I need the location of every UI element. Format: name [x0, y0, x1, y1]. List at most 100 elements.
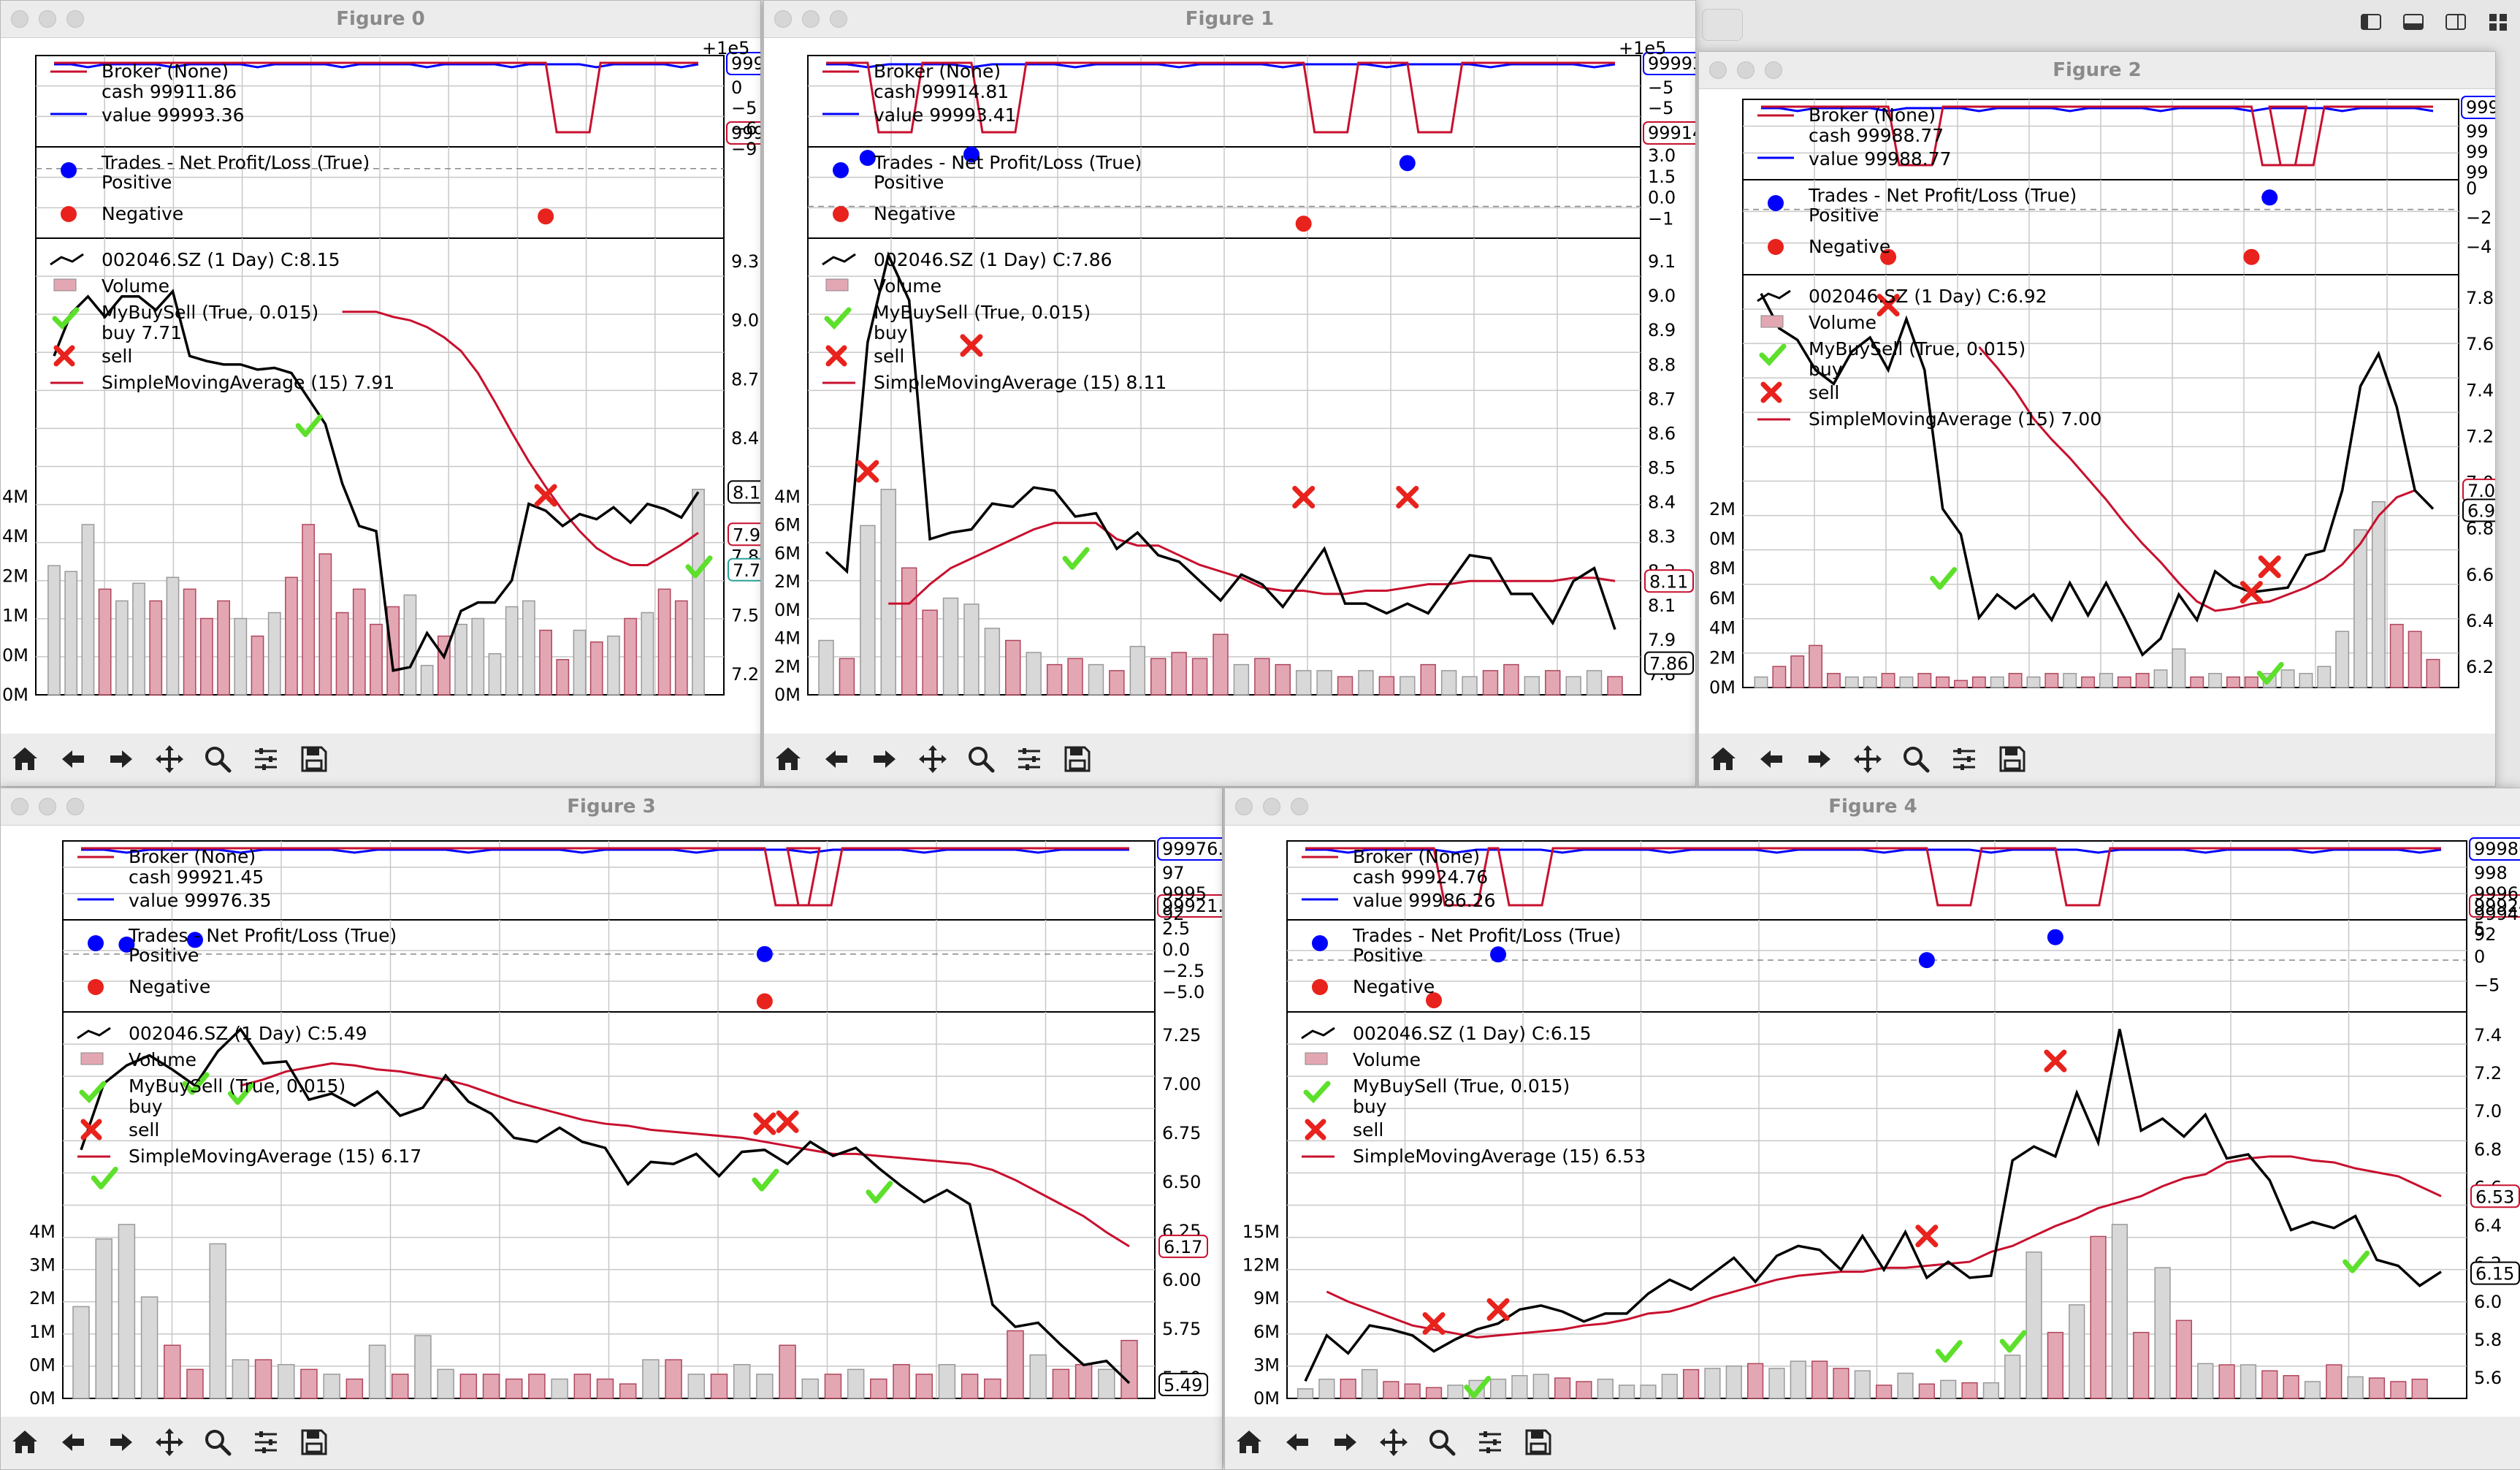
sma-label: SimpleMovingAverage (15) 7.00 [1809, 408, 2101, 430]
figure-window-2[interactable]: Figure 2 Broker (None) cash 99988.77 value… [1698, 51, 2496, 787]
figure-window-3[interactable]: Figure 3 Broker (None) cash 99921.45 value… [0, 788, 1223, 1470]
title-bar[interactable]: Figure 1 [764, 1, 1695, 38]
volume-bar [1576, 1381, 1592, 1399]
forward-icon[interactable] [104, 742, 138, 776]
minimize-button[interactable] [39, 798, 56, 815]
trades-label: Trades - Net Profit/Loss (True) [1808, 185, 2077, 206]
zoom-icon[interactable] [1899, 742, 1933, 776]
save-icon[interactable] [1996, 742, 2029, 776]
figure-window-1[interactable]: Figure 1 Broker (None) cash 99914.81 value… [763, 0, 1696, 787]
minimize-button[interactable] [1737, 61, 1755, 79]
title-bar[interactable]: Figure 2 [1699, 52, 2495, 89]
volume-bar [345, 1378, 364, 1399]
volume-bar [414, 1335, 432, 1399]
forward-icon[interactable] [868, 742, 901, 776]
close-button[interactable] [1709, 61, 1727, 79]
background-tab[interactable] [1702, 9, 1743, 41]
zoom-window-button[interactable] [1291, 798, 1308, 815]
home-icon[interactable] [1232, 1425, 1266, 1459]
zoom-window-button[interactable] [66, 798, 84, 815]
buy-label: buy [129, 1096, 163, 1117]
pan-icon[interactable] [153, 742, 186, 776]
volume-bar [1982, 1382, 1999, 1399]
zoom-window-button[interactable] [830, 10, 847, 28]
volume-bar [2226, 676, 2240, 688]
sidebar-right-icon[interactable] [2444, 10, 2467, 34]
home-icon[interactable] [771, 742, 805, 776]
pan-icon[interactable] [153, 1425, 186, 1459]
trades-tick: −2.5 [1162, 961, 1204, 981]
broker-label: Broker (None) [1809, 104, 1936, 126]
zoom-icon[interactable] [201, 742, 234, 776]
volume-tick: 2M [2, 565, 28, 586]
back-icon[interactable] [56, 742, 90, 776]
price-label: 002046.SZ (1 Day) C:6.15 [1353, 1023, 1592, 1044]
close-button[interactable] [11, 798, 28, 815]
save-icon[interactable] [297, 1425, 331, 1459]
grid-icon[interactable] [2486, 10, 2510, 34]
sidebar-left-icon[interactable] [2359, 10, 2383, 34]
broker-tick: 92 [1162, 904, 1185, 924]
figure-window-0[interactable]: Figure 0 Broker (None) cash 99911.86 value… [0, 0, 761, 787]
configure-icon[interactable] [249, 1425, 283, 1459]
save-icon[interactable] [1061, 742, 1094, 776]
title-bar[interactable]: Figure 4 [1225, 788, 2520, 826]
trades-tick: 1.5 [1648, 167, 1676, 187]
plot-canvas[interactable]: Broker (None) cash 99914.81 value 99993.41… [764, 37, 1695, 734]
volume-bar [140, 1296, 159, 1399]
close-button[interactable] [774, 10, 792, 28]
volume-tick: 15M [1242, 1222, 1280, 1242]
forward-icon[interactable] [1803, 742, 1836, 776]
back-icon[interactable] [56, 1425, 90, 1459]
forward-icon[interactable] [1329, 1425, 1362, 1459]
zoom-icon[interactable] [964, 742, 998, 776]
plot-canvas[interactable]: Broker (None) cash 99924.76 value 99986.26… [1225, 825, 2520, 1417]
close-button[interactable] [1235, 798, 1253, 815]
cash-tag-box [1643, 121, 1695, 145]
home-icon[interactable] [8, 742, 42, 776]
save-icon[interactable] [297, 742, 331, 776]
title-bar[interactable]: Figure 0 [1, 1, 760, 38]
panel-bottom-icon[interactable] [2402, 10, 2425, 34]
save-icon[interactable] [1521, 1425, 1555, 1459]
title-bar[interactable]: Figure 3 [1, 788, 1222, 826]
broker-label: Broker (None) [102, 61, 229, 82]
pan-icon[interactable] [916, 742, 950, 776]
volume-bar [733, 1363, 751, 1399]
forward-icon[interactable] [104, 1425, 138, 1459]
volume-tick: 2M [774, 656, 801, 677]
sell-marker [1876, 294, 1900, 317]
zoom-window-button[interactable] [66, 10, 84, 28]
plot-canvas[interactable]: Broker (None) cash 99988.77 value 99988.77… [1699, 88, 2495, 734]
plot-canvas[interactable]: Broker (None) cash 99911.86 value 99993.36… [1, 37, 760, 734]
price-tick: 7.9 [1648, 630, 1676, 650]
close-button[interactable] [11, 10, 28, 28]
volume-bar [2090, 1235, 2107, 1399]
back-icon[interactable] [1280, 1425, 1314, 1459]
zoom-icon[interactable] [1425, 1425, 1459, 1459]
value-line [54, 63, 699, 69]
cash-tag: 99924.76 [2474, 896, 2520, 916]
volume-bar [2111, 1224, 2128, 1399]
minimize-button[interactable] [39, 10, 56, 28]
pan-icon[interactable] [1851, 742, 1885, 776]
home-icon[interactable] [8, 1425, 42, 1459]
configure-icon[interactable] [1473, 1425, 1507, 1459]
pan-icon[interactable] [1377, 1425, 1410, 1459]
back-icon[interactable] [1755, 742, 1788, 776]
minimize-button[interactable] [802, 10, 820, 28]
configure-icon[interactable] [1012, 742, 1046, 776]
configure-icon[interactable] [1947, 742, 1981, 776]
configure-icon[interactable] [249, 742, 283, 776]
zoom-icon[interactable] [201, 1425, 234, 1459]
value-tag-box [2469, 837, 2520, 861]
plot-canvas[interactable]: Broker (None) cash 99921.45 value 99976.35… [1, 825, 1222, 1417]
trades-label: Trades - Net Profit/Loss (True) [101, 152, 370, 173]
minimize-button[interactable] [1263, 798, 1280, 815]
volume-bar [596, 1378, 614, 1399]
zoom-window-button[interactable] [1765, 61, 1782, 79]
back-icon[interactable] [820, 742, 853, 776]
volume-bar [285, 576, 298, 696]
home-icon[interactable] [1706, 742, 1740, 776]
figure-window-4[interactable]: Figure 4 Broker (None) cash 99924.76 value… [1224, 788, 2520, 1470]
